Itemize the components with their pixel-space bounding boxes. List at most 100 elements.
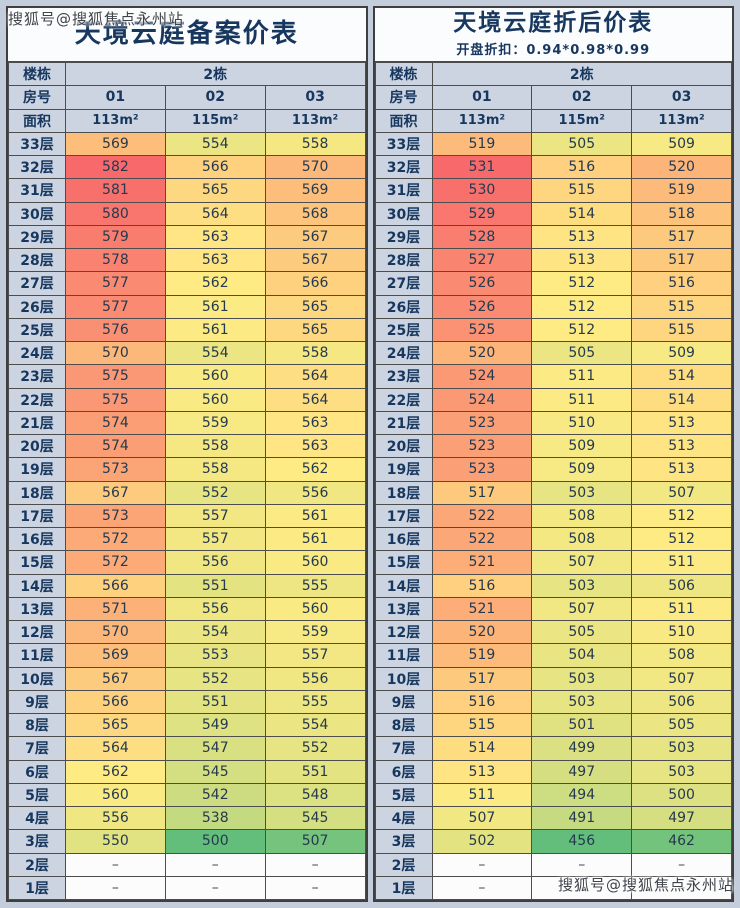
price-cell: 512 (631, 526, 732, 552)
price-cell: 567 (264, 247, 366, 273)
floor-label: 9层 (8, 689, 66, 715)
floor-label: 17层 (8, 503, 66, 529)
price-cell: 556 (264, 480, 366, 505)
price-cell: 557 (164, 503, 266, 529)
price-cell: 560 (164, 387, 266, 412)
price-cell: 527 (431, 247, 533, 273)
price-cell: 573 (65, 457, 166, 482)
price-cell: 505 (531, 131, 633, 157)
price-cell: 491 (531, 805, 633, 831)
area-row: 面积 113m² 115m² 113m² (374, 108, 732, 133)
building-value: 2栋 (65, 61, 366, 87)
price-cell: 503 (531, 689, 633, 715)
floor-row: 4层 556 538 545 (8, 805, 366, 831)
price-cell: – (264, 852, 366, 877)
price-cell: 565 (264, 294, 366, 319)
floor-label: 32层 (8, 154, 66, 180)
price-cell: 514 (631, 387, 732, 412)
price-cell: 523 (431, 433, 533, 459)
price-cell: 556 (264, 666, 366, 691)
floor-label: 10层 (8, 666, 66, 691)
floor-row: 33层 569 554 558 (8, 131, 366, 157)
floor-label: 6层 (8, 759, 66, 784)
price-cell: 514 (431, 736, 533, 761)
floor-label: 4层 (374, 805, 433, 831)
floor-label: 1层 (8, 875, 66, 901)
price-cell: 524 (431, 387, 533, 412)
price-cell: – (631, 875, 732, 901)
price-cell: 553 (164, 643, 266, 668)
floor-label: 30层 (8, 201, 66, 226)
floor-label: 26层 (8, 294, 66, 319)
price-cell: 566 (65, 689, 166, 715)
price-cell: – (264, 875, 366, 901)
floor-row: 33层 519 505 509 (374, 131, 732, 157)
price-cell: – (431, 875, 533, 901)
floor-label: 3层 (8, 829, 66, 854)
floor-row: 6层 513 497 503 (374, 759, 732, 784)
floor-label: 2层 (8, 852, 66, 877)
price-cell: 522 (431, 503, 533, 529)
area-value: 113m² (264, 108, 366, 133)
price-cell: 575 (65, 387, 166, 412)
floor-label: 26层 (374, 294, 433, 319)
floor-row: 14层 516 503 506 (374, 573, 732, 598)
price-cell: 512 (531, 294, 633, 319)
floor-label: 13层 (8, 596, 66, 622)
price-cell: 500 (631, 782, 732, 808)
discounted-table-title: 天境云庭折后价表 (453, 10, 654, 37)
floor-row: 29层 528 513 517 (374, 224, 732, 250)
price-cell: 569 (264, 178, 366, 203)
price-cell: 564 (264, 387, 366, 412)
price-cell: 521 (431, 596, 533, 622)
floor-row: 22层 524 511 514 (374, 387, 732, 412)
price-cell: 561 (164, 294, 266, 319)
floor-label: 21层 (8, 410, 66, 436)
floor-row: 30层 529 514 518 (374, 201, 732, 226)
floor-row: 7层 564 547 552 (8, 736, 366, 761)
price-cell: 509 (631, 340, 732, 366)
price-cell: 511 (631, 596, 732, 622)
price-cell: 520 (431, 619, 533, 645)
price-cell: 571 (65, 596, 166, 622)
floor-row: 12层 570 554 559 (8, 619, 366, 645)
price-cell: 499 (531, 736, 633, 761)
floor-label: 16层 (374, 526, 433, 552)
price-cell: 556 (164, 550, 266, 575)
price-cell: – (65, 875, 166, 901)
floor-label: 23层 (374, 364, 433, 389)
price-cell: – (65, 852, 166, 877)
price-cell: 509 (531, 433, 633, 459)
room-row: 房号 01 02 03 (8, 85, 366, 110)
price-cell: 564 (65, 736, 166, 761)
price-cell: 526 (431, 271, 533, 296)
price-cell: – (164, 875, 266, 901)
floor-label: 25层 (8, 317, 66, 343)
floor-row: 26层 526 512 515 (374, 294, 732, 319)
floor-label: 19层 (374, 457, 433, 482)
price-cell: 554 (164, 340, 266, 366)
recorded-title-band: 天境云庭备案价表 (8, 8, 366, 62)
price-cell: 503 (531, 480, 633, 505)
price-cell: 516 (531, 154, 633, 180)
price-cell: 559 (264, 619, 366, 645)
price-cell: 511 (631, 550, 732, 575)
price-cell: 526 (431, 294, 533, 319)
price-cell: 507 (631, 666, 732, 691)
floor-label: 29层 (374, 224, 433, 250)
price-cell: 513 (631, 457, 732, 482)
room-label: 房号 (8, 85, 66, 110)
floor-row: 27层 577 562 566 (8, 271, 366, 296)
price-cell: 513 (631, 433, 732, 459)
floor-label: 2层 (374, 852, 433, 877)
price-cell: 566 (264, 271, 366, 296)
price-cell: 512 (531, 271, 633, 296)
floor-row: 21层 574 559 563 (8, 410, 366, 436)
floor-row: 23层 524 511 514 (374, 364, 732, 389)
price-cell: 515 (631, 294, 732, 319)
price-cell: 554 (264, 712, 366, 738)
price-cell: 574 (65, 433, 166, 459)
floor-label: 24层 (8, 340, 66, 366)
price-cell: 542 (164, 782, 266, 808)
